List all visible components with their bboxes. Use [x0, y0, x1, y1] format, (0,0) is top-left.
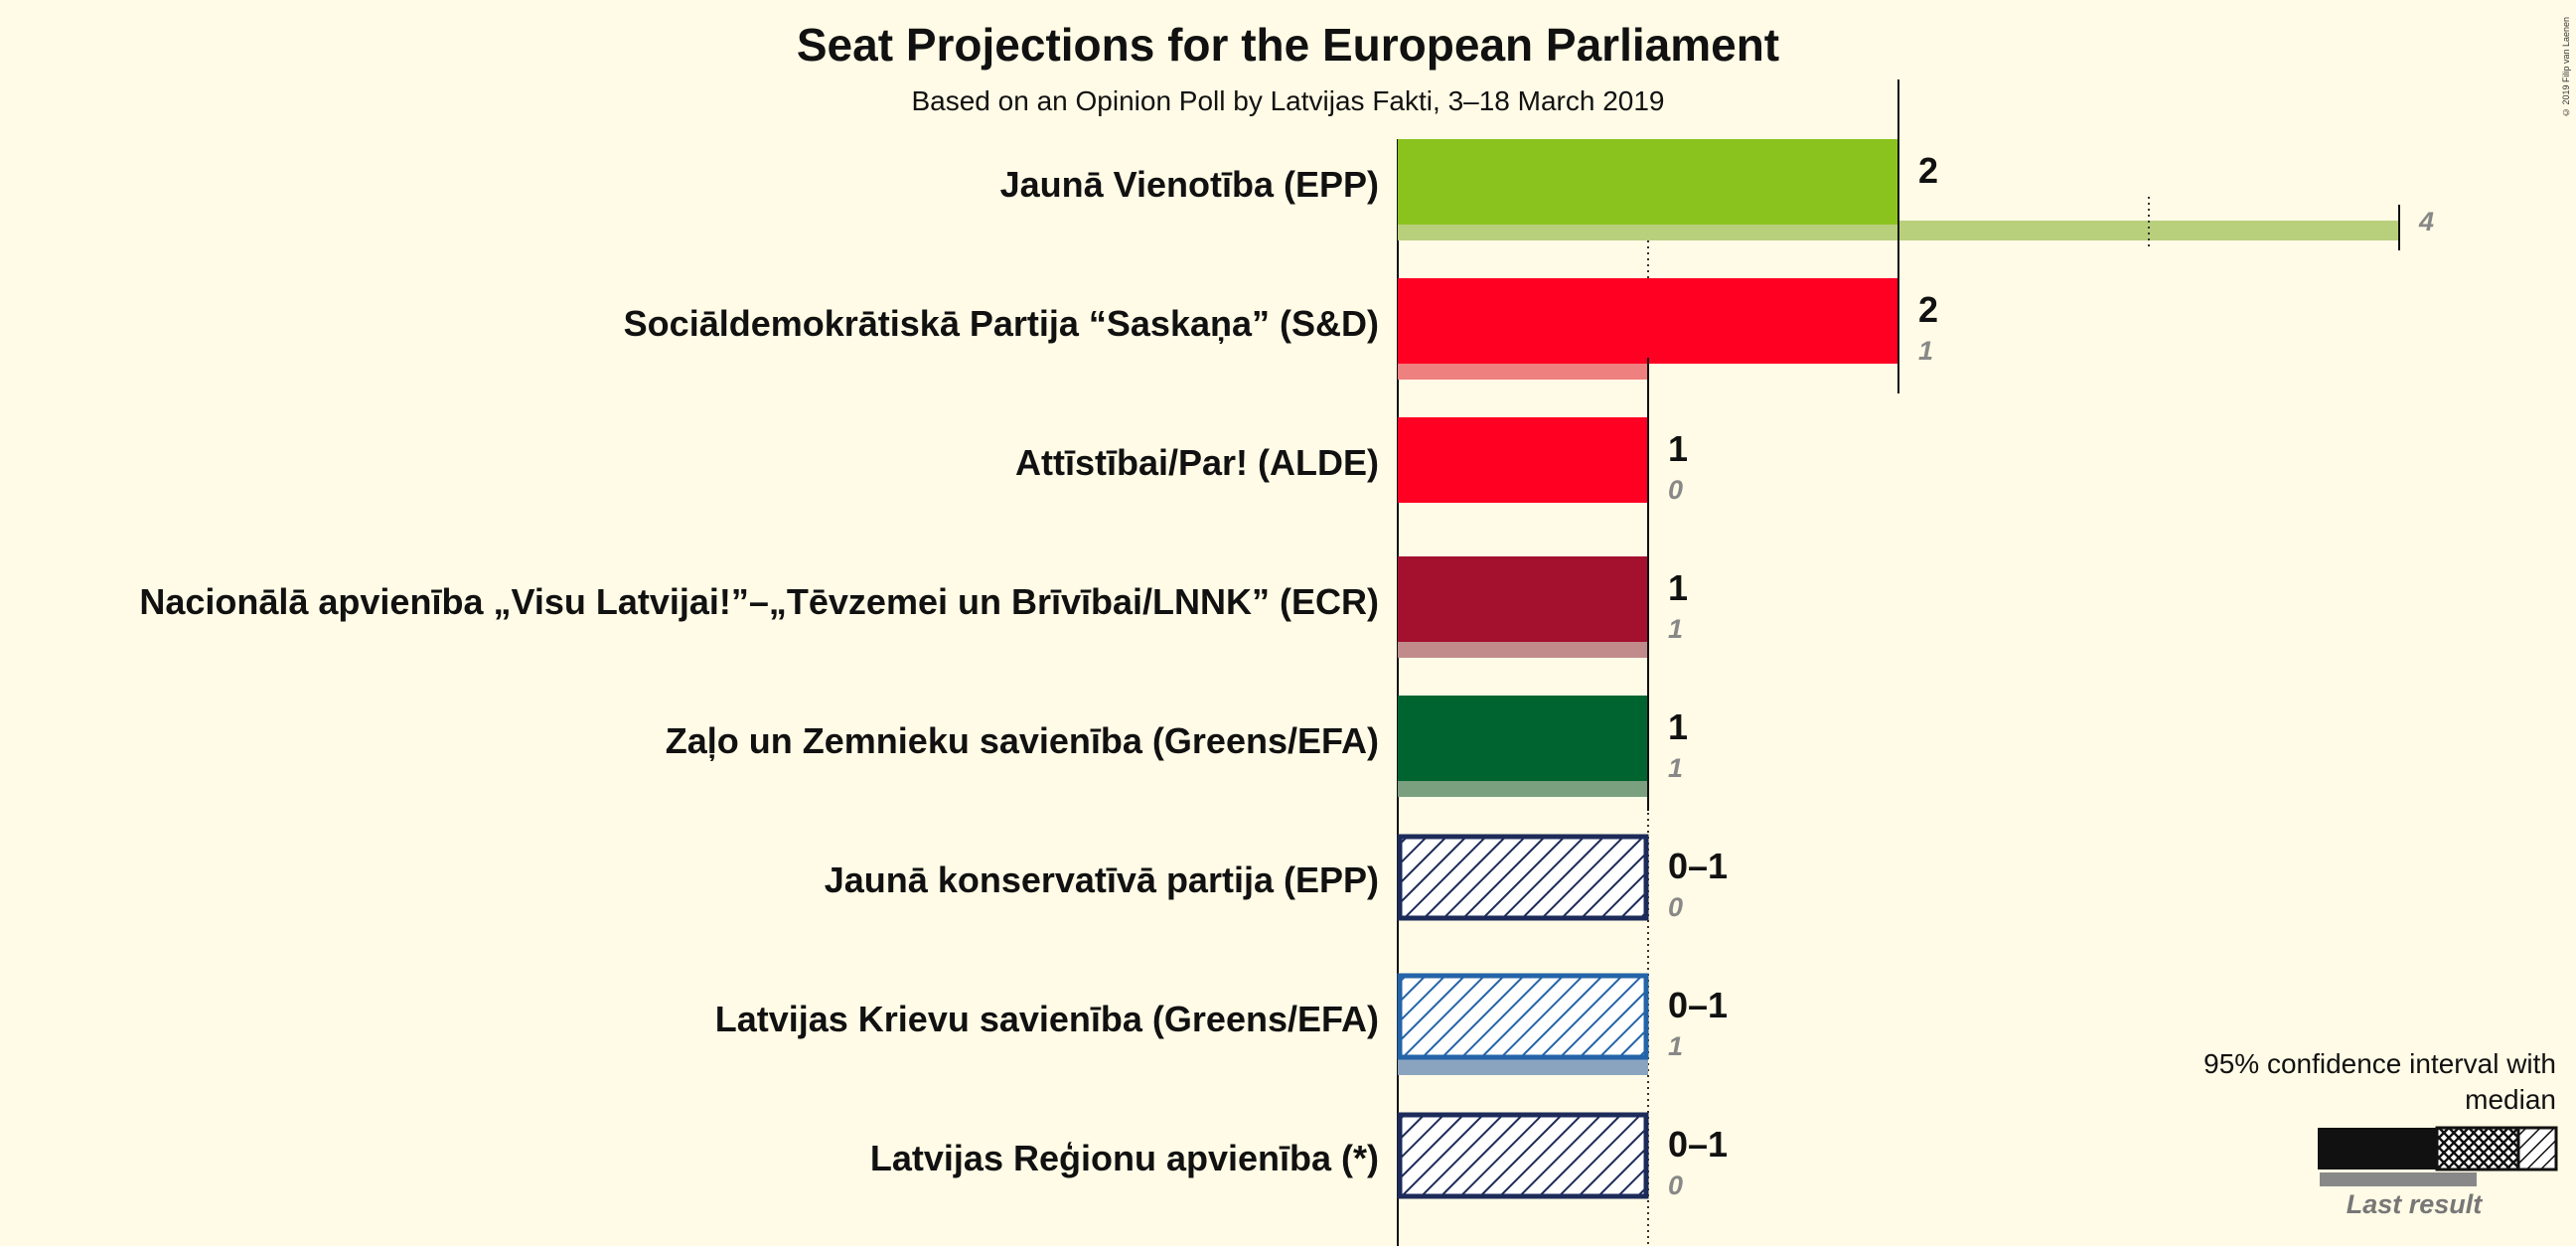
seat-value-label: 0–1 [1668, 846, 1728, 886]
party-label: Latvijas Reģionu apvienība (*) [870, 1138, 1379, 1178]
last-result-bar [1398, 1055, 1648, 1075]
last-result-label: 1 [1668, 753, 1683, 783]
seat-value-label: 1 [1668, 428, 1688, 469]
party-label: Latvijas Krievu savienība (Greens/EFA) [715, 999, 1379, 1039]
ci-bar-hatched [1397, 834, 1649, 921]
projection-bar [1398, 556, 1648, 642]
last-result-bar [1398, 777, 1648, 797]
projection-bar [1398, 417, 1648, 503]
seat-value-label: 0–1 [1668, 985, 1728, 1025]
seat-value-label: 2 [1918, 289, 1938, 330]
projection-bar [1398, 696, 1648, 781]
ci-bar-hatched [1397, 1112, 1649, 1199]
legend-title: 95% confidence interval with median [2203, 1048, 2556, 1115]
chart-title: Seat Projections for the European Parlia… [796, 19, 1780, 71]
seat-value-label: 0–1 [1668, 1124, 1728, 1165]
last-result-bar [1398, 638, 1648, 658]
last-result-bar [1398, 360, 1648, 380]
chart-subtitle: Based on an Opinion Poll by Latvijas Fak… [911, 85, 1665, 116]
last-result-label: 0 [1668, 892, 1683, 922]
seat-value-label: 2 [1918, 150, 1938, 191]
bars-layer [1397, 79, 2400, 1199]
projection-bar [1398, 139, 1898, 225]
party-label: Sociāldemokrātiskā Partija “Saskaņa” (S&… [624, 303, 1379, 344]
projection-bar [1398, 278, 1898, 364]
last-result-label: 0 [1668, 1170, 1683, 1200]
legend-ci-hatch [2516, 1126, 2558, 1171]
legend-swatch [2318, 1126, 2558, 1186]
party-label: Attīstībai/Par! (ALDE) [1015, 442, 1379, 483]
legend-last-result-bar [2320, 1172, 2477, 1186]
seat-value-label: 1 [1668, 706, 1688, 747]
last-result-label: 1 [1918, 336, 1933, 366]
last-result-label: 1 [1668, 614, 1683, 644]
party-label: Zaļo un Zemnieku savienība (Greens/EFA) [666, 720, 1379, 761]
legend-ci-solid [2318, 1128, 2437, 1169]
party-label: Nacionālā apvienība „Visu Latvijai!”–„Tē… [139, 581, 1379, 622]
last-result-label: 1 [1668, 1031, 1683, 1061]
party-label: Jaunā Vienotība (EPP) [1000, 164, 1379, 205]
party-label: Jaunā konservatīvā partija (EPP) [825, 859, 1379, 900]
seat-value-label: 1 [1668, 567, 1688, 608]
labels-layer: Jaunā Vienotība (EPP) 2 4 Sociāldemokrātisk… [139, 150, 2434, 1200]
last-result-label: 0 [1668, 475, 1683, 505]
legend-last-result-label: Last result [2346, 1189, 2483, 1219]
last-result-label: 4 [2418, 207, 2434, 236]
ci-bar-hatched [1397, 973, 1649, 1060]
legend-ci-crosshatch [2435, 1126, 2520, 1171]
